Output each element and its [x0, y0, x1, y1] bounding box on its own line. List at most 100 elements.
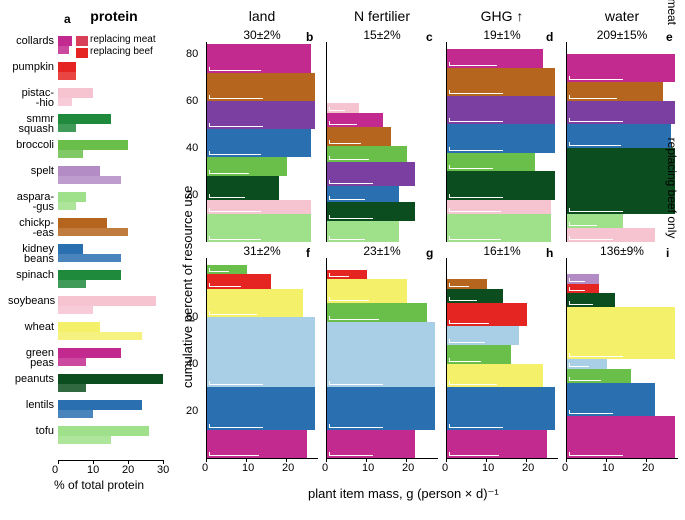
protein-bar-beef	[58, 72, 76, 80]
protein-bar-meat	[58, 296, 156, 306]
protein-bar-beef	[58, 254, 121, 262]
xtick	[58, 460, 59, 464]
error-bracket	[329, 140, 361, 144]
protein-bar-beef	[58, 306, 93, 314]
protein-bar-meat	[58, 166, 100, 176]
protein-bar-beef	[58, 358, 86, 366]
stack-segment	[207, 317, 315, 388]
protein-item-label: aspara- -gus	[8, 192, 54, 212]
stack-segment	[567, 148, 675, 214]
protein-item-label: green peas	[8, 348, 54, 368]
protein-item-label: chickp- -eas	[8, 218, 54, 238]
protein-bar-beef	[58, 202, 76, 210]
error-bracket	[209, 381, 263, 385]
panel-letter: h	[546, 246, 553, 260]
error-bracket	[569, 236, 613, 240]
error-bracket	[329, 180, 373, 184]
protein-bar-beef	[58, 410, 93, 418]
protein-bar-meat	[58, 114, 111, 124]
error-bracket	[209, 123, 263, 127]
panel-protein: protein a replacing meat replacing beef …	[8, 8, 163, 478]
protein-xlabel: % of total protein	[54, 478, 144, 492]
error-bracket	[569, 208, 623, 212]
protein-bar-meat	[58, 88, 93, 98]
protein-bar-beef	[58, 436, 111, 444]
error-bracket	[569, 287, 585, 291]
ytick-label: 80	[186, 48, 198, 60]
protein-bar-beef	[58, 384, 86, 392]
mass-xlabel: plant item mass, g (person × d)⁻¹	[308, 486, 499, 502]
ytick-label: 60	[186, 95, 198, 107]
error-bracket	[569, 222, 597, 226]
error-bracket	[449, 320, 489, 324]
protein-item-label: peanuts	[8, 374, 54, 384]
x-axis	[326, 458, 438, 459]
figure-root: protein a replacing meat replacing beef …	[8, 8, 677, 512]
xtick-label: 0	[322, 462, 328, 474]
error-bracket	[569, 410, 613, 414]
panel-subtitle: 209±15%	[566, 28, 678, 42]
row-label-bot: replacing beef only	[665, 98, 679, 278]
x-axis	[446, 458, 558, 459]
panel-subtitle: 15±2%	[326, 28, 438, 42]
protein-bar-beef	[58, 228, 128, 236]
error-bracket	[209, 268, 229, 272]
panel-subtitle: 16±1%	[446, 244, 558, 258]
col-title: land	[206, 8, 318, 24]
error-bracket	[449, 452, 499, 456]
error-bracket	[209, 283, 241, 287]
error-bracket	[449, 90, 503, 94]
col-title: GHG ↑	[446, 8, 558, 24]
protein-bar-beef	[58, 332, 142, 340]
error-bracket	[329, 107, 345, 111]
panel-letter: c	[426, 30, 433, 44]
error-bracket	[449, 358, 481, 362]
protein-bar-meat	[58, 374, 163, 384]
protein-bar-meat	[58, 270, 121, 280]
ytick-label: 60	[186, 311, 198, 323]
protein-item-label: smmr squash	[8, 114, 54, 134]
xtick-label: 20	[402, 462, 414, 474]
error-bracket	[209, 311, 257, 315]
error-bracket	[209, 170, 249, 174]
error-bracket	[569, 118, 623, 122]
stack-segment	[327, 322, 435, 388]
panel-subtitle: 19±1%	[446, 28, 558, 42]
protein-item-label: broccoli	[8, 140, 54, 150]
error-bracket	[449, 297, 477, 301]
error-bracket	[329, 273, 349, 277]
panel-subtitle: 31±2%	[206, 244, 318, 258]
protein-bar-meat	[58, 218, 107, 228]
error-bracket	[329, 121, 357, 125]
panel-letter: d	[546, 30, 553, 44]
letter-a: a	[64, 12, 71, 26]
error-bracket	[449, 118, 503, 122]
error-bracket	[449, 236, 501, 240]
protein-bars	[58, 28, 163, 458]
protein-item-label: kidney beans	[8, 244, 54, 264]
panel-subtitle: 136±9%	[566, 244, 678, 258]
protein-item-label: spinach	[8, 270, 54, 280]
panel-subtitle: 23±1%	[326, 244, 438, 258]
ytick-label: 40	[186, 142, 198, 154]
protein-bar-beef	[58, 124, 76, 132]
error-bracket	[209, 208, 261, 212]
protein-bar-beef	[58, 280, 86, 288]
protein-item-label: pistac- -hio	[8, 88, 54, 108]
error-bracket	[569, 142, 621, 146]
error-bracket	[329, 297, 369, 301]
col-title: water	[566, 8, 678, 24]
protein-bar-meat	[58, 62, 76, 72]
protein-item-label: collards	[8, 36, 54, 46]
error-bracket	[569, 452, 623, 456]
xtick-label: 20	[282, 462, 294, 474]
error-bracket	[569, 363, 589, 367]
error-bracket	[329, 156, 369, 160]
ytick-label: 20	[186, 189, 198, 201]
error-bracket	[329, 215, 373, 219]
panel-letter: b	[306, 30, 313, 44]
xtick-label: 10	[362, 462, 374, 474]
col-title-protein: protein	[74, 8, 154, 24]
stack-segment	[567, 307, 675, 359]
ytick-label: 40	[186, 358, 198, 370]
